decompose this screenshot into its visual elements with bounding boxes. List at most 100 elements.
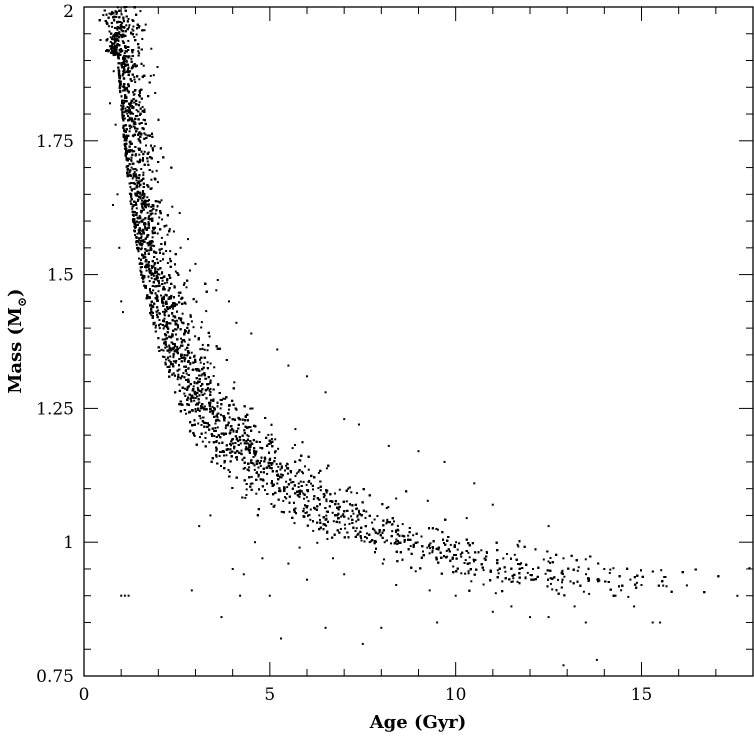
scatter-point [131, 120, 133, 123]
scatter-point [209, 387, 212, 390]
scatter-point [122, 85, 125, 88]
scatter-point [369, 540, 372, 543]
scatter-point [138, 101, 141, 104]
scatter-point [111, 25, 114, 28]
scatter-point [215, 449, 218, 452]
scatter-point [123, 114, 125, 117]
scatter-point [138, 185, 141, 188]
scatter-point [171, 363, 174, 365]
scatter-point [350, 491, 353, 494]
scatter-point [132, 168, 135, 171]
scatter-point [135, 207, 138, 210]
scatter-point [395, 538, 398, 541]
scatter-point [254, 454, 257, 457]
scatter-point [131, 28, 134, 31]
scatter-point [307, 500, 310, 503]
scatter-point [183, 365, 186, 368]
scatter-point [396, 524, 399, 527]
scatter-point [387, 506, 390, 509]
scatter-point [345, 500, 348, 503]
scatter-point [277, 465, 280, 468]
scatter-point [147, 205, 150, 208]
scatter-point [409, 545, 412, 548]
scatter-point [301, 470, 304, 473]
scatter-point [366, 532, 368, 535]
scatter-point [186, 353, 189, 356]
scatter-point [138, 247, 141, 250]
scatter-point [504, 570, 507, 573]
scatter-point [480, 549, 483, 552]
scatter-point [180, 337, 182, 340]
scatter-point [137, 200, 139, 202]
scatter-point [326, 489, 329, 492]
scatter-point [325, 498, 328, 501]
scatter-point [431, 549, 434, 552]
scatter-point [141, 194, 144, 197]
scatter-point [151, 240, 154, 243]
scatter-point [118, 27, 121, 29]
scatter-point [124, 107, 127, 110]
scatter-point [381, 562, 384, 565]
scatter-point [156, 66, 159, 68]
scatter-point [468, 556, 471, 559]
scatter-point [401, 523, 404, 526]
scatter-point [152, 289, 155, 292]
scatter-point [198, 380, 201, 383]
scatter-point [288, 510, 291, 513]
scatter-point [208, 441, 211, 444]
scatter-point [620, 589, 623, 592]
scatter-point [113, 46, 116, 49]
scatter-point [139, 239, 142, 242]
scatter-point [121, 21, 124, 24]
scatter-point [171, 205, 174, 208]
scatter-point [139, 10, 142, 13]
scatter-point [347, 517, 350, 520]
scatter-point [116, 54, 119, 57]
scatter-point [165, 345, 168, 348]
scatter-point [132, 29, 135, 32]
scatter-point [286, 492, 289, 495]
scatter-point [635, 581, 638, 584]
scatter-point [200, 321, 203, 324]
scatter-point [337, 502, 340, 505]
scatter-point [214, 427, 217, 429]
scatter-point [148, 280, 151, 283]
scatter-point [305, 483, 308, 486]
scatter-point [287, 472, 289, 475]
scatter-point [224, 427, 227, 430]
scatter-point [273, 457, 276, 459]
scatter-point [325, 524, 328, 527]
scatter-point [561, 569, 564, 572]
scatter-point [157, 309, 160, 312]
scatter-point [188, 329, 190, 332]
scatter-point [451, 558, 454, 560]
scatter-point [386, 518, 389, 521]
scatter-point [326, 530, 329, 533]
scatter-point [163, 342, 165, 345]
scatter-point [206, 361, 209, 364]
scatter-point [146, 211, 149, 214]
scatter-point [432, 547, 434, 550]
scatter-point [148, 249, 151, 252]
scatter-point [183, 387, 186, 390]
scatter-point [204, 377, 207, 380]
scatter-point [141, 242, 144, 245]
scatter-point [366, 537, 368, 540]
scatter-point [222, 432, 225, 435]
scatter-point [582, 590, 585, 593]
scatter-point [161, 218, 164, 221]
scatter-point [150, 264, 153, 267]
scatter-point [143, 240, 146, 243]
scatter-point [609, 568, 612, 571]
scatter-point [163, 314, 166, 317]
scatter-point [312, 529, 315, 532]
scatter-point [201, 440, 204, 443]
scatter-point [108, 45, 111, 48]
scatter-point [437, 548, 440, 551]
scatter-point [260, 471, 262, 474]
scatter-point [127, 39, 130, 42]
scatter-point [249, 482, 252, 485]
scatter-point [121, 74, 124, 77]
scatter-point [131, 177, 134, 180]
